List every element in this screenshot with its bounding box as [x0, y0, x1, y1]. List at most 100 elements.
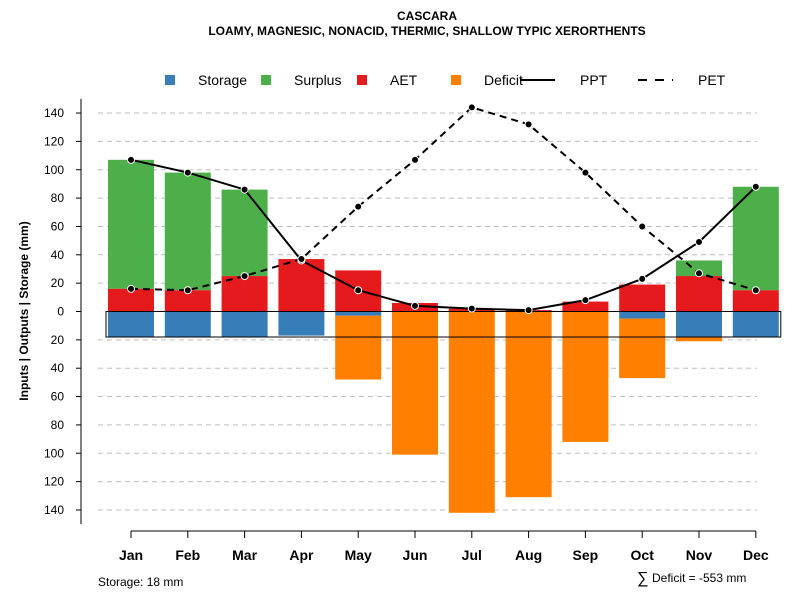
pet-point-oct	[638, 222, 647, 231]
y-tick-label: 0	[57, 305, 64, 319]
deficit-bar-jul	[448, 311, 495, 513]
aet-bar-jan	[108, 288, 154, 312]
legend-swatch-surplus	[261, 75, 271, 85]
storage-bar-dec	[732, 311, 779, 338]
storage-bar-nov	[676, 311, 722, 338]
surplus-bar-jan	[108, 159, 154, 289]
legend-label-pet: PET	[698, 72, 726, 88]
legend-label-ppt: PPT	[580, 72, 608, 88]
sum-icon: ∑	[637, 570, 648, 587]
deficit-bar-sep	[562, 311, 609, 442]
x-tick-label-nov: Nov	[686, 547, 713, 563]
deficit-bar-may	[335, 315, 382, 380]
surplus-bar-dec	[732, 186, 779, 291]
aet-bar-nov	[676, 276, 722, 312]
x-tick-label-jun: Jun	[403, 547, 428, 563]
storage-bar-mar	[221, 311, 268, 338]
aet-bar-oct	[619, 284, 666, 312]
y-tick-label: 140	[44, 503, 64, 517]
legend-swatch-deficit	[451, 75, 461, 85]
storage-label: Storage: 18 mm	[98, 575, 183, 589]
ppt-point-sep	[581, 296, 590, 305]
x-tick-label-jul: Jul	[462, 547, 482, 563]
deficit-total-label: Deficit = -553 mm	[652, 571, 746, 585]
y-tick-label: 120	[44, 134, 64, 148]
pet-point-feb	[183, 286, 192, 295]
y-axis-label: Inputs | Outputs | Storage (mm)	[17, 221, 31, 400]
y-tick-label: 100	[44, 163, 64, 177]
surplus-bar-mar	[221, 189, 268, 277]
chart-subtitle: LOAMY, MAGNESIC, NONACID, THERMIC, SHALL…	[208, 24, 645, 38]
chart-title: CASCARA	[397, 9, 457, 23]
y-tick-label: 140	[44, 106, 64, 120]
pet-point-jul	[467, 103, 476, 112]
storage-capacity-box	[105, 311, 782, 338]
pet-point-nov	[695, 269, 703, 278]
ppt-point-oct	[638, 274, 647, 283]
ppt-line	[130, 158, 757, 312]
ppt-point-mar	[240, 185, 249, 194]
ppt-point-nov	[695, 238, 703, 247]
aet-bar-apr	[278, 259, 325, 312]
deficit-bar-oct	[619, 318, 666, 379]
y-tick-label: 80	[51, 191, 65, 205]
x-tick-label-dec: Dec	[743, 547, 769, 563]
pet-point-apr	[297, 255, 306, 264]
x-tick-label-jan: Jan	[119, 547, 143, 563]
pet-point-dec	[751, 286, 760, 295]
storage-bar-feb	[164, 311, 211, 338]
axes: 140 120 100 80 60 40 20 0 20 40 60 80 100 120 140 Jan Fe…	[44, 98, 769, 563]
y-tick-label: 120	[44, 475, 64, 489]
y-tick-label: 80	[51, 418, 65, 432]
legend-swatch-storage	[165, 75, 175, 85]
aet-bar-mar	[221, 276, 268, 312]
storage-bar-may	[335, 311, 382, 316]
pet-point-jan	[127, 284, 135, 293]
y-tick-label: 60	[51, 219, 65, 233]
x-tick-label-mar: Mar	[232, 547, 257, 563]
pet-point-may	[354, 202, 363, 211]
aet-bar-feb	[164, 290, 211, 312]
storage-bar-apr	[278, 311, 325, 336]
legend-label-deficit: Deficit	[484, 72, 523, 88]
pet-point-jun	[411, 155, 419, 164]
pet-point-sep	[581, 168, 590, 177]
y-tick-label: 40	[51, 361, 65, 375]
legend-swatch-aet	[357, 75, 367, 85]
pet-line	[130, 106, 757, 292]
legend-label-aet: AET	[390, 72, 418, 88]
x-tick-label-feb: Feb	[175, 547, 200, 563]
pet-point-mar	[240, 272, 249, 281]
x-tick-label-may: May	[345, 547, 372, 563]
storage-bar-oct	[619, 311, 666, 319]
deficit-bar-aug	[505, 311, 552, 498]
ppt-point-feb	[183, 168, 192, 177]
legend-label-surplus: Surplus	[294, 72, 341, 88]
ppt-point-aug	[524, 306, 533, 315]
bars	[108, 159, 779, 513]
x-tick-label-sep: Sep	[573, 547, 599, 563]
y-tick-label: 100	[44, 446, 64, 460]
x-tick-label-aug: Aug	[515, 547, 542, 563]
ppt-point-may	[354, 286, 363, 295]
y-tick-label: 60	[51, 390, 65, 404]
deficit-bar-nov	[676, 337, 722, 342]
storage-bar-jan	[108, 311, 154, 338]
y-tick-label: 20	[51, 276, 65, 290]
legend: Storage Surplus AET Deficit PPT PET	[165, 72, 726, 88]
ppt-point-jun	[411, 301, 419, 310]
ppt-point-dec	[751, 182, 760, 191]
ppt-point-jan	[127, 155, 135, 164]
storage-capacity-layer	[105, 311, 782, 338]
pet-point-aug	[524, 120, 533, 129]
x-tick-label-apr: Apr	[289, 547, 314, 563]
deficit-bar-jun	[392, 311, 438, 455]
aet-bar-dec	[732, 290, 779, 312]
aet-bar-sep	[562, 301, 609, 312]
x-tick-label-oct: Oct	[631, 547, 655, 563]
y-tick-label: 40	[51, 248, 65, 262]
surplus-bar-feb	[164, 172, 211, 291]
legend-label-storage: Storage	[198, 72, 247, 88]
lines	[127, 103, 760, 315]
